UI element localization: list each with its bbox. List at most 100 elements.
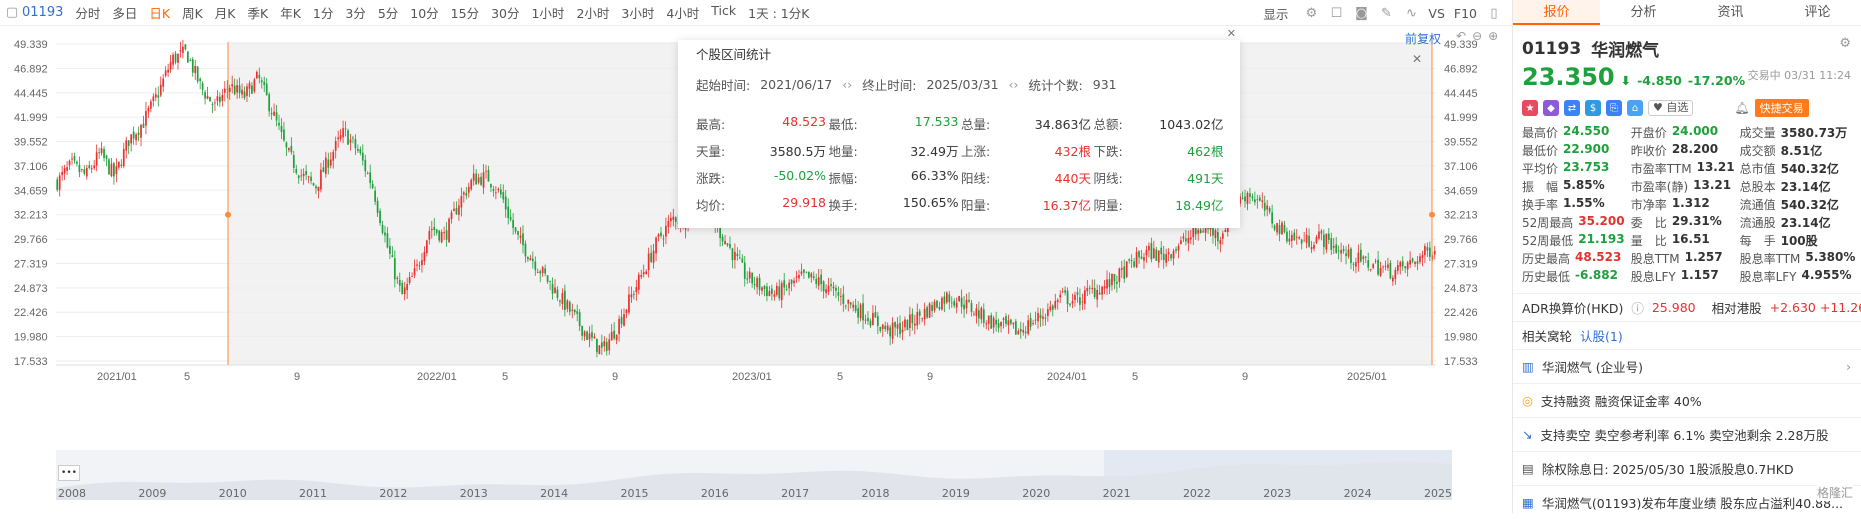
quote-tab[interactable]: 报价 (1513, 0, 1600, 25)
period-tab[interactable]: 10分 (410, 6, 439, 21)
period-tab[interactable]: 30分 (491, 6, 520, 21)
exchange-icon[interactable]: ⇄ (1564, 100, 1580, 116)
undo-icon[interactable]: ↶ (1456, 29, 1467, 43)
candle-body (458, 205, 460, 215)
candle-body (1120, 268, 1123, 270)
candle-body (209, 96, 211, 102)
settings-icon[interactable]: ⚙ (1305, 5, 1318, 21)
candle-body (615, 334, 618, 341)
stats-value: 440天 (1054, 171, 1091, 186)
indicator-icon[interactable]: ∿ (1405, 5, 1417, 21)
info-item[interactable]: ▦ 华润燃气(01193)发布年度业绩 股东应占溢利40.88... (1513, 485, 1861, 519)
period-tab[interactable]: 3分 (345, 6, 366, 21)
candle-body (1401, 261, 1404, 267)
flow-icon[interactable]: ◆ (1543, 100, 1559, 116)
candle-body (593, 336, 596, 339)
candle-body (167, 69, 169, 73)
compare-button[interactable]: VS (1428, 5, 1445, 21)
tag-icon[interactable]: ⌂ (1627, 100, 1643, 116)
candle-body (1330, 238, 1333, 250)
candle-body (938, 307, 941, 310)
close-range-icon[interactable]: ✕ (1412, 52, 1423, 66)
sidebar-toggle-icon[interactable]: ▢ (5, 5, 19, 20)
watchlist-button[interactable]: ♥ 自选 (1648, 100, 1694, 116)
period-tab[interactable]: 1小时 (531, 6, 565, 21)
draw-icon[interactable]: ✎ (1380, 5, 1392, 21)
quote-key: 流通股 (1739, 215, 1776, 230)
candle-body (1433, 251, 1436, 255)
period-tab[interactable]: 分时 (75, 6, 101, 21)
period-tab[interactable]: 5分 (377, 6, 399, 21)
candle-body (913, 323, 916, 326)
candle-body (411, 276, 413, 278)
panel-toggle-icon[interactable]: ▯ (1490, 5, 1498, 21)
candle-body (1204, 225, 1207, 233)
info-item[interactable]: ◎ 支持融资 融资保证金率 40% (1513, 383, 1861, 417)
start-adjust-icon[interactable]: ‹› (842, 77, 853, 92)
warrant-link[interactable]: 认股(1) (1580, 329, 1623, 344)
camera-icon[interactable]: ◙ (1355, 5, 1368, 21)
quote-key: 平均价 (1522, 161, 1559, 176)
info-item[interactable]: ↘ 支持卖空 卖空参考利率 6.1% 卖空池剩余 2.28万股 (1513, 417, 1861, 451)
quote-value: 540.32亿 (1780, 161, 1839, 176)
info-icon[interactable]: ⓘ (1631, 301, 1644, 316)
copy-icon[interactable]: ⎘ (1606, 100, 1622, 116)
y-tick-label: 41.999 (14, 112, 48, 124)
candle-body (273, 111, 275, 116)
candle-body (1014, 321, 1017, 335)
quote-value: 4.955% (1801, 267, 1852, 282)
quote-key: 开盘价 (1630, 125, 1667, 140)
period-tab[interactable]: 4小时 (666, 6, 700, 21)
star-icon[interactable]: ★ (1522, 100, 1538, 116)
end-adjust-icon[interactable]: ‹› (1008, 77, 1019, 92)
period-tab[interactable]: 日K (149, 6, 171, 21)
candle-body (317, 186, 320, 191)
period-tab[interactable]: 周K (182, 6, 203, 21)
candle-body (837, 292, 840, 296)
candle-body (159, 84, 162, 96)
period-tab[interactable]: 2小时 (576, 6, 610, 21)
candle-body (546, 275, 549, 282)
adjust-label[interactable]: 前复权 (1405, 32, 1442, 46)
navigator-more[interactable]: ••• (58, 465, 80, 481)
stats-close-icon[interactable]: ✕ (1226, 27, 1236, 40)
candle-body (211, 103, 214, 105)
quote-tab[interactable]: 评论 (1804, 5, 1831, 20)
display-menu[interactable]: 显示 (1263, 6, 1289, 22)
candle-body (1212, 226, 1214, 236)
price-change-pct: -17.20% (1687, 73, 1746, 88)
period-tab[interactable]: 3小时 (621, 6, 655, 21)
info-item[interactable]: ▥ 华润燃气 (企业号) › (1513, 349, 1861, 383)
candle-body (640, 274, 643, 277)
quote-key: 股息LFY (1630, 269, 1676, 284)
zoom-in-icon[interactable]: ⊕ (1488, 29, 1499, 43)
period-tab[interactable]: 1天 : 1分K (748, 6, 810, 21)
candle-body (987, 315, 990, 324)
candle-body (140, 124, 142, 138)
period-tab[interactable]: Tick (711, 3, 737, 18)
period-tab[interactable]: 1分 (312, 6, 334, 21)
quick-trade-button[interactable]: 快捷交易 (1754, 99, 1809, 117)
candle-body (194, 66, 197, 74)
gear-icon[interactable]: ⚙ (1839, 36, 1851, 51)
info-item[interactable]: ▤ 除权除息日: 2025/05/30 1股派股息0.7HKD (1513, 451, 1861, 485)
period-tab[interactable]: 多日 (112, 6, 138, 21)
period-tab[interactable]: 年K (280, 6, 301, 21)
candle-body (832, 286, 835, 289)
bell-icon[interactable]: 🔔︎ (1734, 101, 1750, 115)
f10-button[interactable]: F10 (1453, 5, 1477, 21)
period-tab[interactable]: 月K (214, 6, 236, 21)
quote-tab[interactable]: 分析 (1630, 5, 1657, 20)
candle-body (349, 139, 352, 143)
candle-body (280, 125, 283, 133)
period-tab[interactable]: 季K (247, 6, 269, 21)
zoom-out-icon[interactable]: ⊖ (1472, 29, 1483, 43)
quote-key: 52周最低 (1522, 233, 1574, 248)
candle-body (918, 311, 921, 316)
layout-icon[interactable]: ☐ (1330, 5, 1343, 21)
money-icon[interactable]: $ (1585, 100, 1601, 116)
price-row: 23.350 ⬇ -4.850 -17.20% (1513, 61, 1861, 91)
period-tab[interactable]: 15分 (450, 6, 480, 21)
quote-tab[interactable]: 资讯 (1717, 5, 1744, 20)
candle-body (1305, 234, 1308, 244)
